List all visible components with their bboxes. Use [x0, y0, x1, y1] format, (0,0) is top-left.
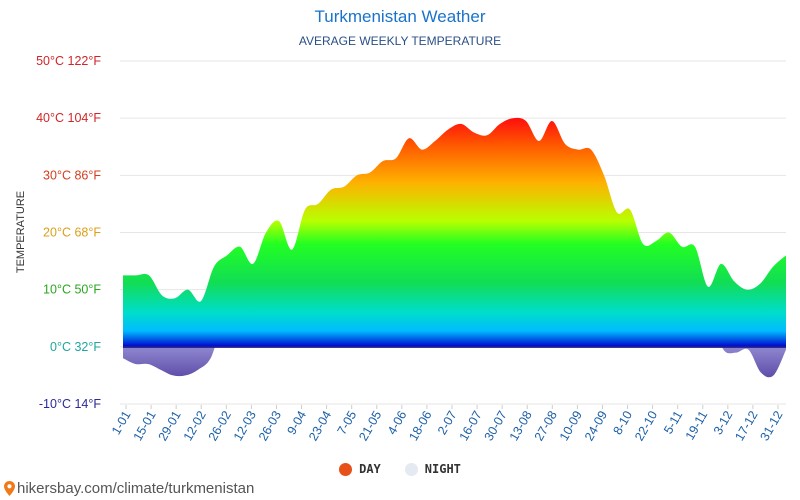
- x-tick-label: 30-07: [482, 408, 510, 443]
- footer-url: hikersbay.com/climate/turkmenistan: [17, 480, 255, 497]
- x-tick-label: 22-10: [632, 408, 660, 443]
- x-tick-label: 4-06: [385, 408, 410, 437]
- y-tick-label: 10°C 50°F: [43, 283, 101, 297]
- chart-subtitle: AVERAGE WEEKLY TEMPERATURE: [298, 34, 502, 48]
- y-tick-label: 50°C 122°F: [36, 54, 101, 68]
- x-tick-label: 12-02: [181, 408, 209, 443]
- x-tick-label: 3-12: [711, 408, 736, 437]
- x-tick-label: 16-07: [457, 408, 485, 443]
- legend: DAY NIGHT: [0, 462, 800, 476]
- location-pin-icon: [4, 481, 15, 496]
- x-tick-label: 2-07: [435, 408, 460, 437]
- legend-day-dot: [339, 462, 353, 476]
- legend-day-label: DAY: [359, 462, 381, 476]
- y-tick-label: 20°C 68°F: [43, 226, 101, 240]
- x-tick-label: 12-03: [231, 408, 259, 443]
- chart-plot: 50°C 122°F 40°C 104°F 30°C 86°F 20°C 68°F 10…: [36, 54, 786, 443]
- x-tick-label: 17-12: [732, 408, 760, 443]
- x-tick-label: 9-04: [284, 408, 309, 437]
- x-tick-label: 15-01: [131, 408, 159, 443]
- y-tick-label: 40°C 104°F: [36, 111, 101, 125]
- legend-night-dot: [404, 462, 418, 476]
- footer-link[interactable]: hikersbay.com/climate/turkmenistan: [4, 480, 254, 497]
- series-day-area[interactable]: [123, 117, 786, 347]
- x-tick-label: 26-03: [256, 408, 284, 443]
- x-tick-label: 8-10: [610, 408, 635, 437]
- x-tick-label: 29-01: [156, 408, 184, 443]
- legend-item-night[interactable]: NIGHT: [404, 462, 461, 476]
- x-tick-label: 19-11: [683, 408, 711, 442]
- x-tick-label: 24-09: [582, 408, 610, 443]
- x-tick-label: 1-01: [109, 408, 134, 437]
- series-night-area[interactable]: [123, 221, 786, 378]
- chart-title: Turkmenistan Weather: [314, 7, 486, 26]
- x-tick-label: 5-11: [661, 408, 685, 436]
- x-tick-label: 27-08: [532, 408, 560, 443]
- y-tick-label: 0°C 32°F: [50, 340, 101, 354]
- legend-night-label: NIGHT: [424, 462, 461, 476]
- x-tick-label: 13-08: [507, 408, 535, 443]
- y-tick-label: -10°C 14°F: [39, 397, 101, 411]
- x-tick-label: 21-05: [356, 408, 384, 443]
- y-tick-label: 30°C 86°F: [43, 168, 101, 182]
- x-tick-label: 31-12: [757, 408, 785, 443]
- x-tick-label: 7-05: [335, 408, 360, 437]
- legend-item-day[interactable]: DAY: [339, 462, 381, 476]
- x-tick-label: 10-09: [557, 408, 585, 443]
- x-tick-label: 23-04: [306, 408, 334, 443]
- x-tick-label: 18-06: [406, 408, 434, 443]
- x-tick-label: 26-02: [206, 408, 234, 443]
